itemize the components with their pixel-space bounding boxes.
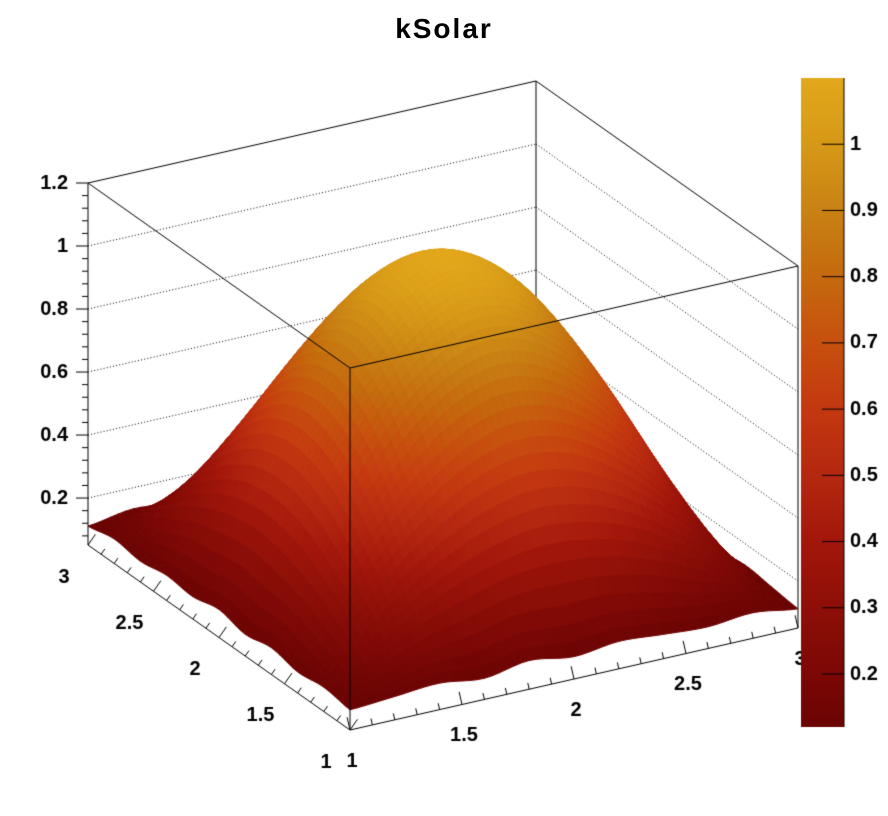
surface-plot-canvas xyxy=(0,0,888,816)
canvas-pad: kSolar xyxy=(0,0,888,816)
